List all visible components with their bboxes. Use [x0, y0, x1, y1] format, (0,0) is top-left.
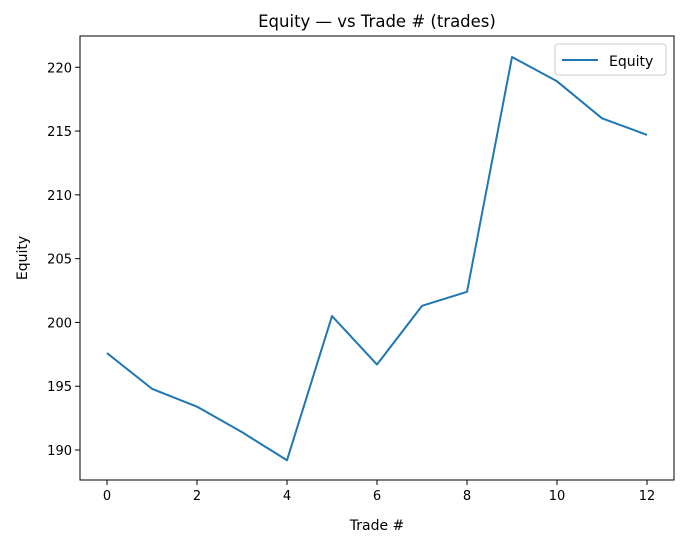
y-tick-label: 220	[47, 61, 72, 76]
y-tick-label: 195	[47, 380, 72, 395]
x-axis-label: Trade #	[349, 518, 405, 534]
x-tick-label: 8	[463, 489, 471, 504]
legend-label-equity: Equity	[609, 54, 653, 70]
x-tick-label: 10	[549, 489, 566, 504]
x-tick-label: 4	[283, 489, 291, 504]
x-tick-label: 12	[639, 489, 656, 504]
x-tick-label: 6	[373, 489, 381, 504]
y-tick-label: 205	[47, 253, 72, 268]
chart-title: Equity — vs Trade # (trades)	[258, 12, 496, 31]
y-tick-label: 190	[47, 444, 72, 459]
y-axis-label: Equity	[15, 236, 31, 280]
y-tick-label: 215	[47, 125, 72, 140]
legend: Equity	[555, 44, 666, 75]
y-tick-label: 210	[47, 189, 72, 204]
x-tick-label: 0	[103, 489, 111, 504]
axes-frame	[80, 36, 674, 480]
series-line-equity	[107, 57, 647, 460]
y-tick-label: 200	[47, 316, 72, 331]
x-tick-label: 2	[193, 489, 201, 504]
